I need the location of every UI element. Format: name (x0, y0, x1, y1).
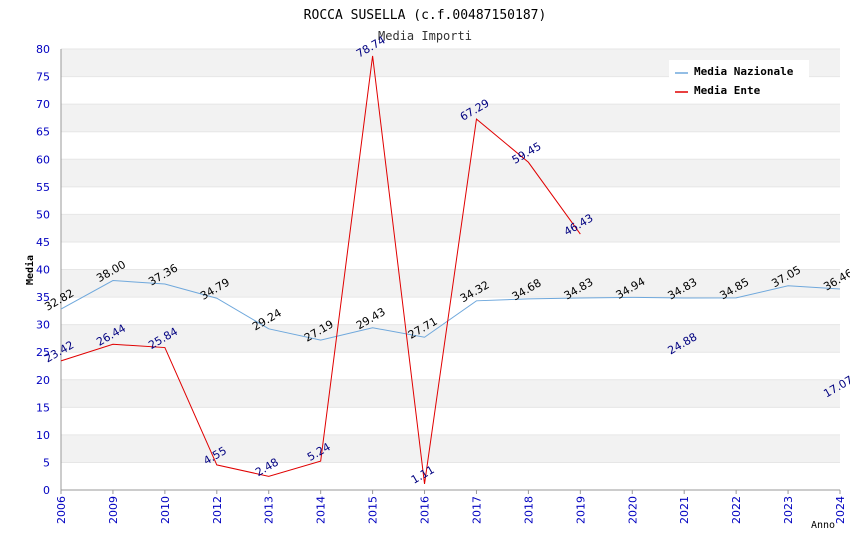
y-tick-label: 60 (36, 153, 50, 166)
chart-subtitle: Media Importi (378, 29, 472, 43)
data-label-ente: 23.42 (42, 338, 76, 365)
grid-band (61, 214, 840, 242)
y-tick-label: 65 (36, 126, 50, 139)
y-tick-label: 40 (36, 264, 50, 277)
grid-band (61, 269, 840, 298)
y-axis-label: Media (24, 255, 36, 285)
legend: Media Nazionale Media Ente (669, 60, 809, 102)
y-tick-label: 50 (36, 208, 50, 221)
y-tick-label: 5 (43, 456, 50, 469)
x-tick-label: 2021 (678, 496, 691, 524)
y-tick-label: 20 (36, 374, 50, 387)
x-tick-label: 2006 (55, 496, 68, 524)
y-tick-label: 80 (36, 43, 50, 56)
x-tick-label: 2020 (626, 496, 639, 524)
x-tick-label: 2009 (107, 496, 120, 524)
grid-band (61, 324, 840, 353)
y-tick-label: 30 (36, 319, 50, 332)
series-line-nazionale (60, 280, 841, 341)
data-label-ente: 1.11 (409, 463, 437, 487)
y-tick-label: 45 (36, 236, 50, 249)
x-tick-label: 2023 (782, 496, 795, 524)
y-tick-label: 10 (36, 429, 50, 442)
x-tick-label: 2022 (730, 496, 743, 524)
grid-band (61, 159, 840, 187)
y-tick-label: 25 (36, 346, 50, 359)
grid-band (61, 434, 840, 463)
y-tick-label: 70 (36, 98, 50, 111)
x-tick-label: 2016 (419, 496, 432, 524)
x-axis-label: Anno (811, 520, 835, 531)
x-tick-label: 2012 (211, 496, 224, 524)
y-tick-label: 75 (36, 71, 50, 84)
x-tick-label: 2018 (522, 496, 535, 524)
y-tick-label: 55 (36, 181, 50, 194)
y-tick-label: 35 (36, 291, 50, 304)
x-tick-label: 2014 (315, 496, 328, 524)
grid-band (61, 379, 840, 408)
x-tick-label: 2019 (574, 496, 587, 524)
x-tick-label: 2010 (159, 496, 172, 524)
grid-bands (61, 48, 840, 491)
x-tick-label: 2024 (834, 496, 847, 524)
y-axis-ticks: 0 5 10 15 20 25 30 35 40 45 50 55 60 65 70 75 80 (36, 43, 50, 497)
axes (60, 49, 840, 491)
grid-band (61, 104, 840, 132)
legend-label-ente: Media Ente (694, 84, 761, 97)
legend-box (669, 60, 809, 102)
chart-title: ROCCA SUSELLA (c.f.00487150187) (304, 8, 547, 23)
series-lines (61, 56, 840, 484)
y-tick-label: 0 (43, 484, 50, 497)
x-axis-ticks: 2006 2009 2010 2012 2013 2014 2015 2016 2017 2018… (55, 490, 847, 524)
x-tick-label: 2013 (263, 496, 276, 524)
x-tick-label: 2015 (367, 496, 380, 524)
x-tick-label: 2017 (470, 496, 483, 524)
y-tick-label: 15 (36, 401, 50, 414)
legend-label-nazionale: Media Nazionale (694, 65, 794, 78)
